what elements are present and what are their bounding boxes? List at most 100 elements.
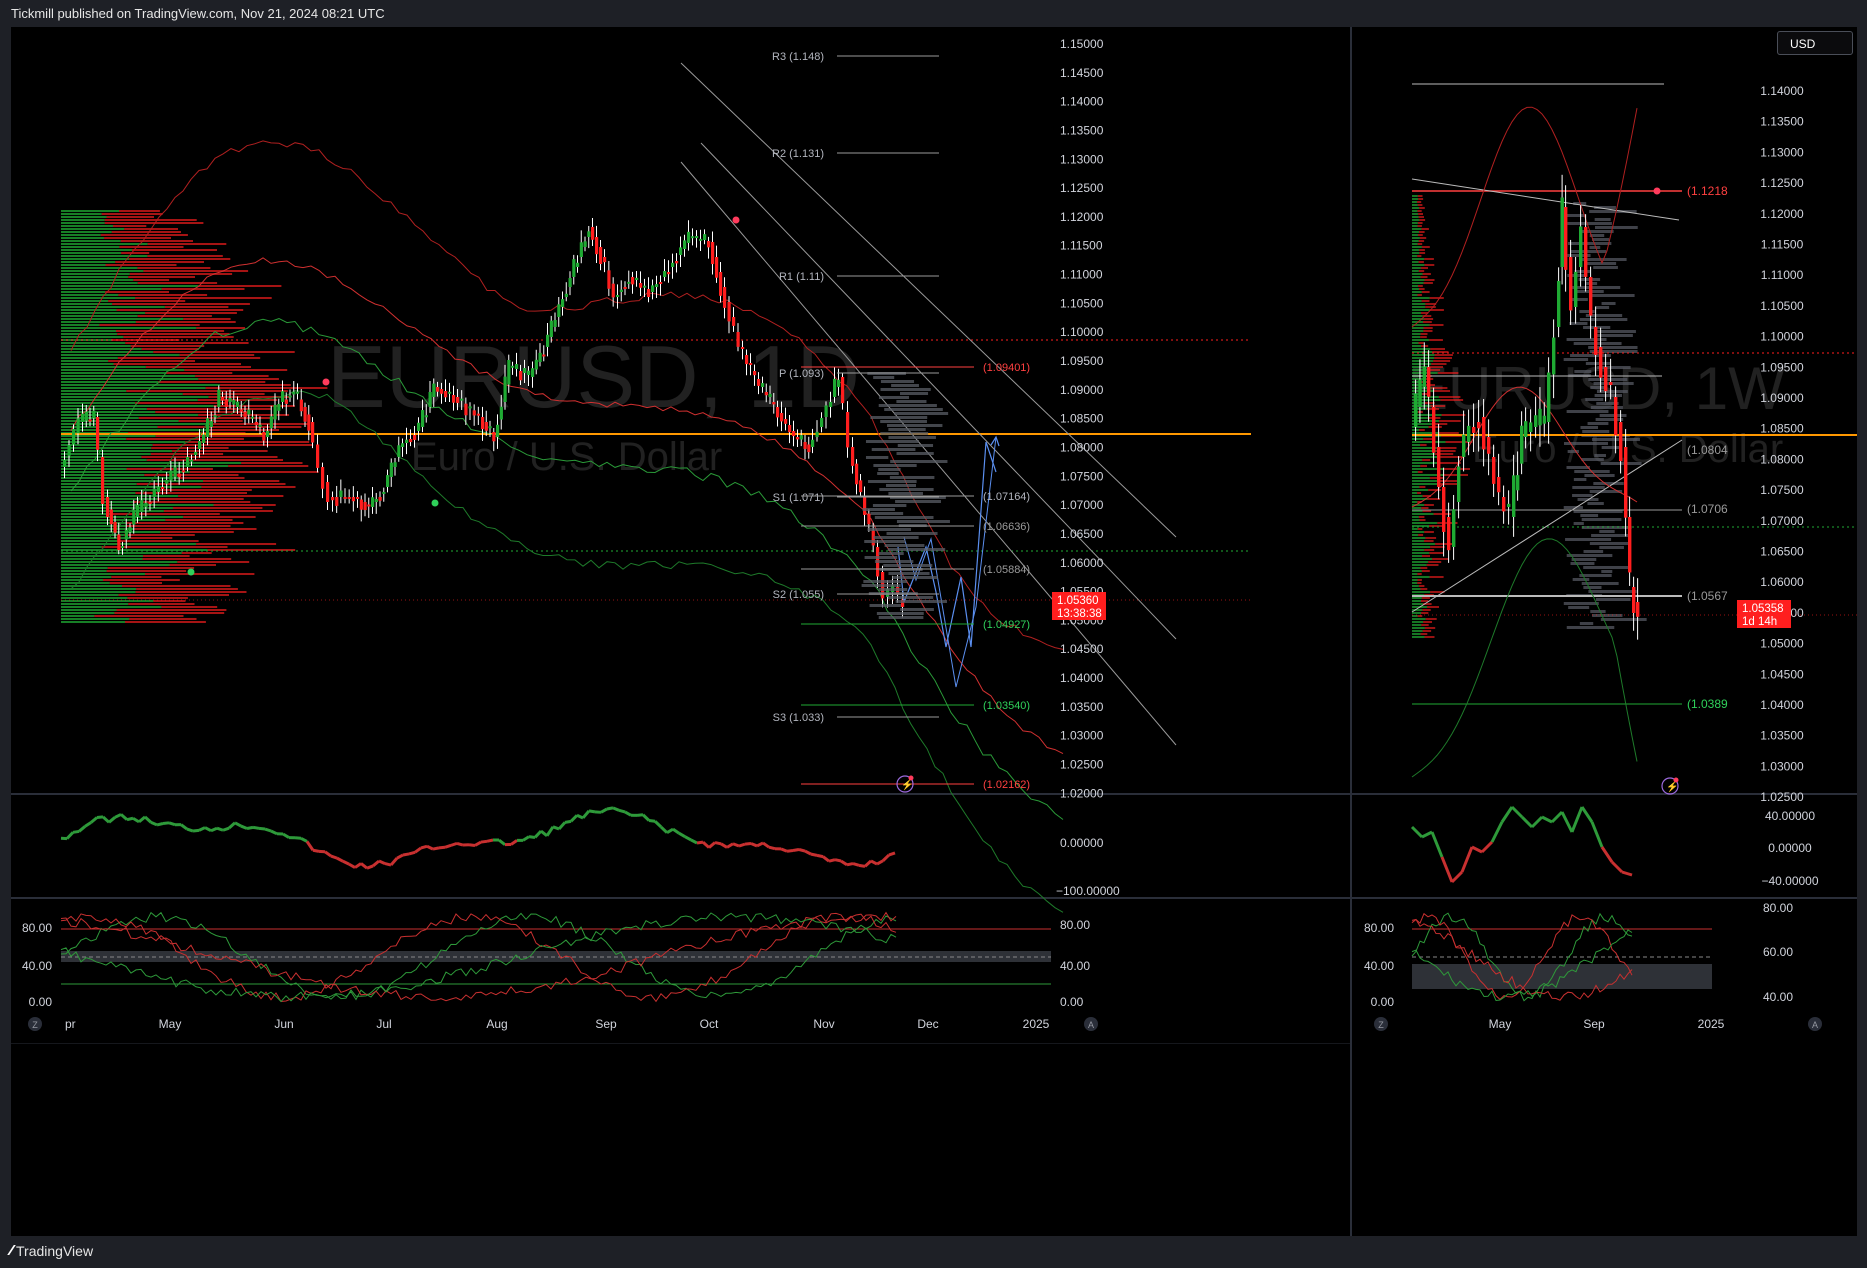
session-profile-bar xyxy=(1569,322,1588,325)
volume-profile-bar xyxy=(1418,534,1424,536)
volume-profile-bar xyxy=(1412,477,1430,479)
volume-profile-bar xyxy=(61,618,130,620)
tradingview-mark-icon: ⁄⁄ xyxy=(10,1242,13,1259)
candle-body xyxy=(616,295,620,298)
weekly-chart-pane[interactable]: EURUSD, 1W Euro / U.S. Dollar (1.1218 (1.08… xyxy=(1352,27,1857,1236)
volume-profile-bar xyxy=(113,363,241,365)
volume-profile-bar xyxy=(1422,495,1432,497)
bollinger-lower-band xyxy=(1411,538,1638,778)
channel-upper-line xyxy=(680,62,1177,538)
time-axis-label: Oct xyxy=(700,1017,719,1031)
price-axis-label: 1.13000 xyxy=(1760,145,1804,159)
session-profile-bar xyxy=(1567,222,1612,225)
daily-chart-pane[interactable]: EURUSD, 1D Euro / U.S. Dollar R3 (1.148) R2… xyxy=(11,27,1350,1236)
candle-body xyxy=(1524,421,1528,437)
candle-body xyxy=(1579,226,1583,267)
volume-profile-bar xyxy=(1412,204,1418,206)
stoch-axis-left-label: 0.00 xyxy=(29,995,53,1009)
oscillator-axis-label: −40.00000 xyxy=(1761,874,1818,888)
session-profile-bar xyxy=(1594,206,1616,209)
tradingview-logo[interactable]: ⁄⁄ TradingView xyxy=(10,1242,93,1259)
last-price-value: 1.05360 xyxy=(1057,595,1099,607)
price-axis-label: 1.07500 xyxy=(1760,483,1804,497)
volume-profile-bar xyxy=(112,303,250,305)
volume-profile-bar xyxy=(1412,222,1418,224)
price-axis-label: 1.14000 xyxy=(1760,84,1804,98)
volume-profile-bar xyxy=(1412,213,1419,215)
candle-body xyxy=(757,379,761,386)
candle-body xyxy=(456,397,460,403)
candle-body xyxy=(177,473,181,478)
volume-profile-bar xyxy=(1412,618,1426,620)
volume-profile-bar xyxy=(1417,222,1423,224)
session-profile-bar xyxy=(1584,474,1615,477)
volume-profile-bar xyxy=(1431,363,1447,365)
candle-body xyxy=(1589,277,1593,316)
price-axis-label: 1.02500 xyxy=(1760,790,1804,804)
volume-profile-bar xyxy=(1412,249,1420,251)
volume-profile-bar xyxy=(61,297,136,299)
oscillator-line xyxy=(876,859,884,866)
session-profile-bar xyxy=(1570,354,1611,357)
volume-profile-bar xyxy=(1412,636,1425,638)
volume-profile-bar xyxy=(1425,618,1437,620)
volume-profile-bar xyxy=(1425,537,1437,539)
candle-body xyxy=(651,285,655,292)
candle-body xyxy=(1457,466,1461,502)
volume-profile-bar xyxy=(1412,579,1418,581)
price-axis-label: 1.04000 xyxy=(1060,671,1104,685)
candle-body xyxy=(124,529,128,540)
candle-body xyxy=(1447,517,1451,551)
volume-profile-bar xyxy=(157,426,302,428)
footer-bar xyxy=(0,1236,1867,1268)
volume-profile-bar xyxy=(1412,366,1430,368)
candle-body xyxy=(683,240,687,249)
volume-profile-bar xyxy=(179,477,245,479)
pivot-label: R3 (1.148) xyxy=(772,51,824,63)
oscillator-line xyxy=(581,809,591,819)
oscillator-line xyxy=(732,842,740,848)
volume-profile-bar xyxy=(1435,543,1454,545)
candle-body xyxy=(811,439,815,447)
candle-body xyxy=(846,412,850,448)
volume-profile-bar xyxy=(1420,588,1428,590)
volume-profile-bar xyxy=(1412,288,1419,290)
volume-profile-bar xyxy=(1422,393,1431,395)
volume-profile-bar xyxy=(207,423,311,425)
volume-profile-bar xyxy=(1422,609,1431,611)
candle-body xyxy=(1632,587,1636,613)
volume-profile-bar xyxy=(61,315,138,317)
price-axis-label: 1.14500 xyxy=(1060,66,1104,80)
volume-profile-bar xyxy=(1412,585,1419,587)
candle-body xyxy=(1619,422,1623,462)
price-axis-label: 1.09500 xyxy=(1760,360,1804,374)
candle-body xyxy=(190,459,194,462)
session-profile-bar xyxy=(1584,262,1617,265)
pane-divider[interactable] xyxy=(1350,27,1352,1236)
session-profile-bar xyxy=(1589,350,1638,353)
volume-profile-bar xyxy=(61,558,143,560)
candle-body xyxy=(113,522,117,533)
volume-profile-bar xyxy=(1440,456,1464,458)
session-profile-bar xyxy=(873,464,917,467)
oscillator-line xyxy=(822,855,830,863)
volume-profile-bar xyxy=(1412,354,1435,356)
oscillator-line xyxy=(701,841,711,849)
candle-body xyxy=(496,424,500,437)
currency-button[interactable]: USD xyxy=(1777,31,1853,55)
volume-profile-bar xyxy=(107,567,195,569)
session-profile-bar xyxy=(878,396,910,399)
volume-profile-bar xyxy=(1417,492,1422,494)
candle-body xyxy=(339,490,343,497)
volume-profile-bar xyxy=(106,570,187,572)
daily-chart-canvas[interactable]: EURUSD, 1D Euro / U.S. Dollar R3 (1.148) R2… xyxy=(11,27,1350,1236)
volume-profile-bar xyxy=(1427,369,1441,371)
volume-profile-bar xyxy=(1412,492,1418,494)
volume-profile-bar xyxy=(146,459,283,461)
volume-profile-bar xyxy=(1419,429,1425,431)
volume-profile-bar xyxy=(61,309,117,311)
volume-profile-bar xyxy=(101,213,163,215)
candle-body xyxy=(363,502,367,511)
stoch-midband xyxy=(61,951,1051,962)
